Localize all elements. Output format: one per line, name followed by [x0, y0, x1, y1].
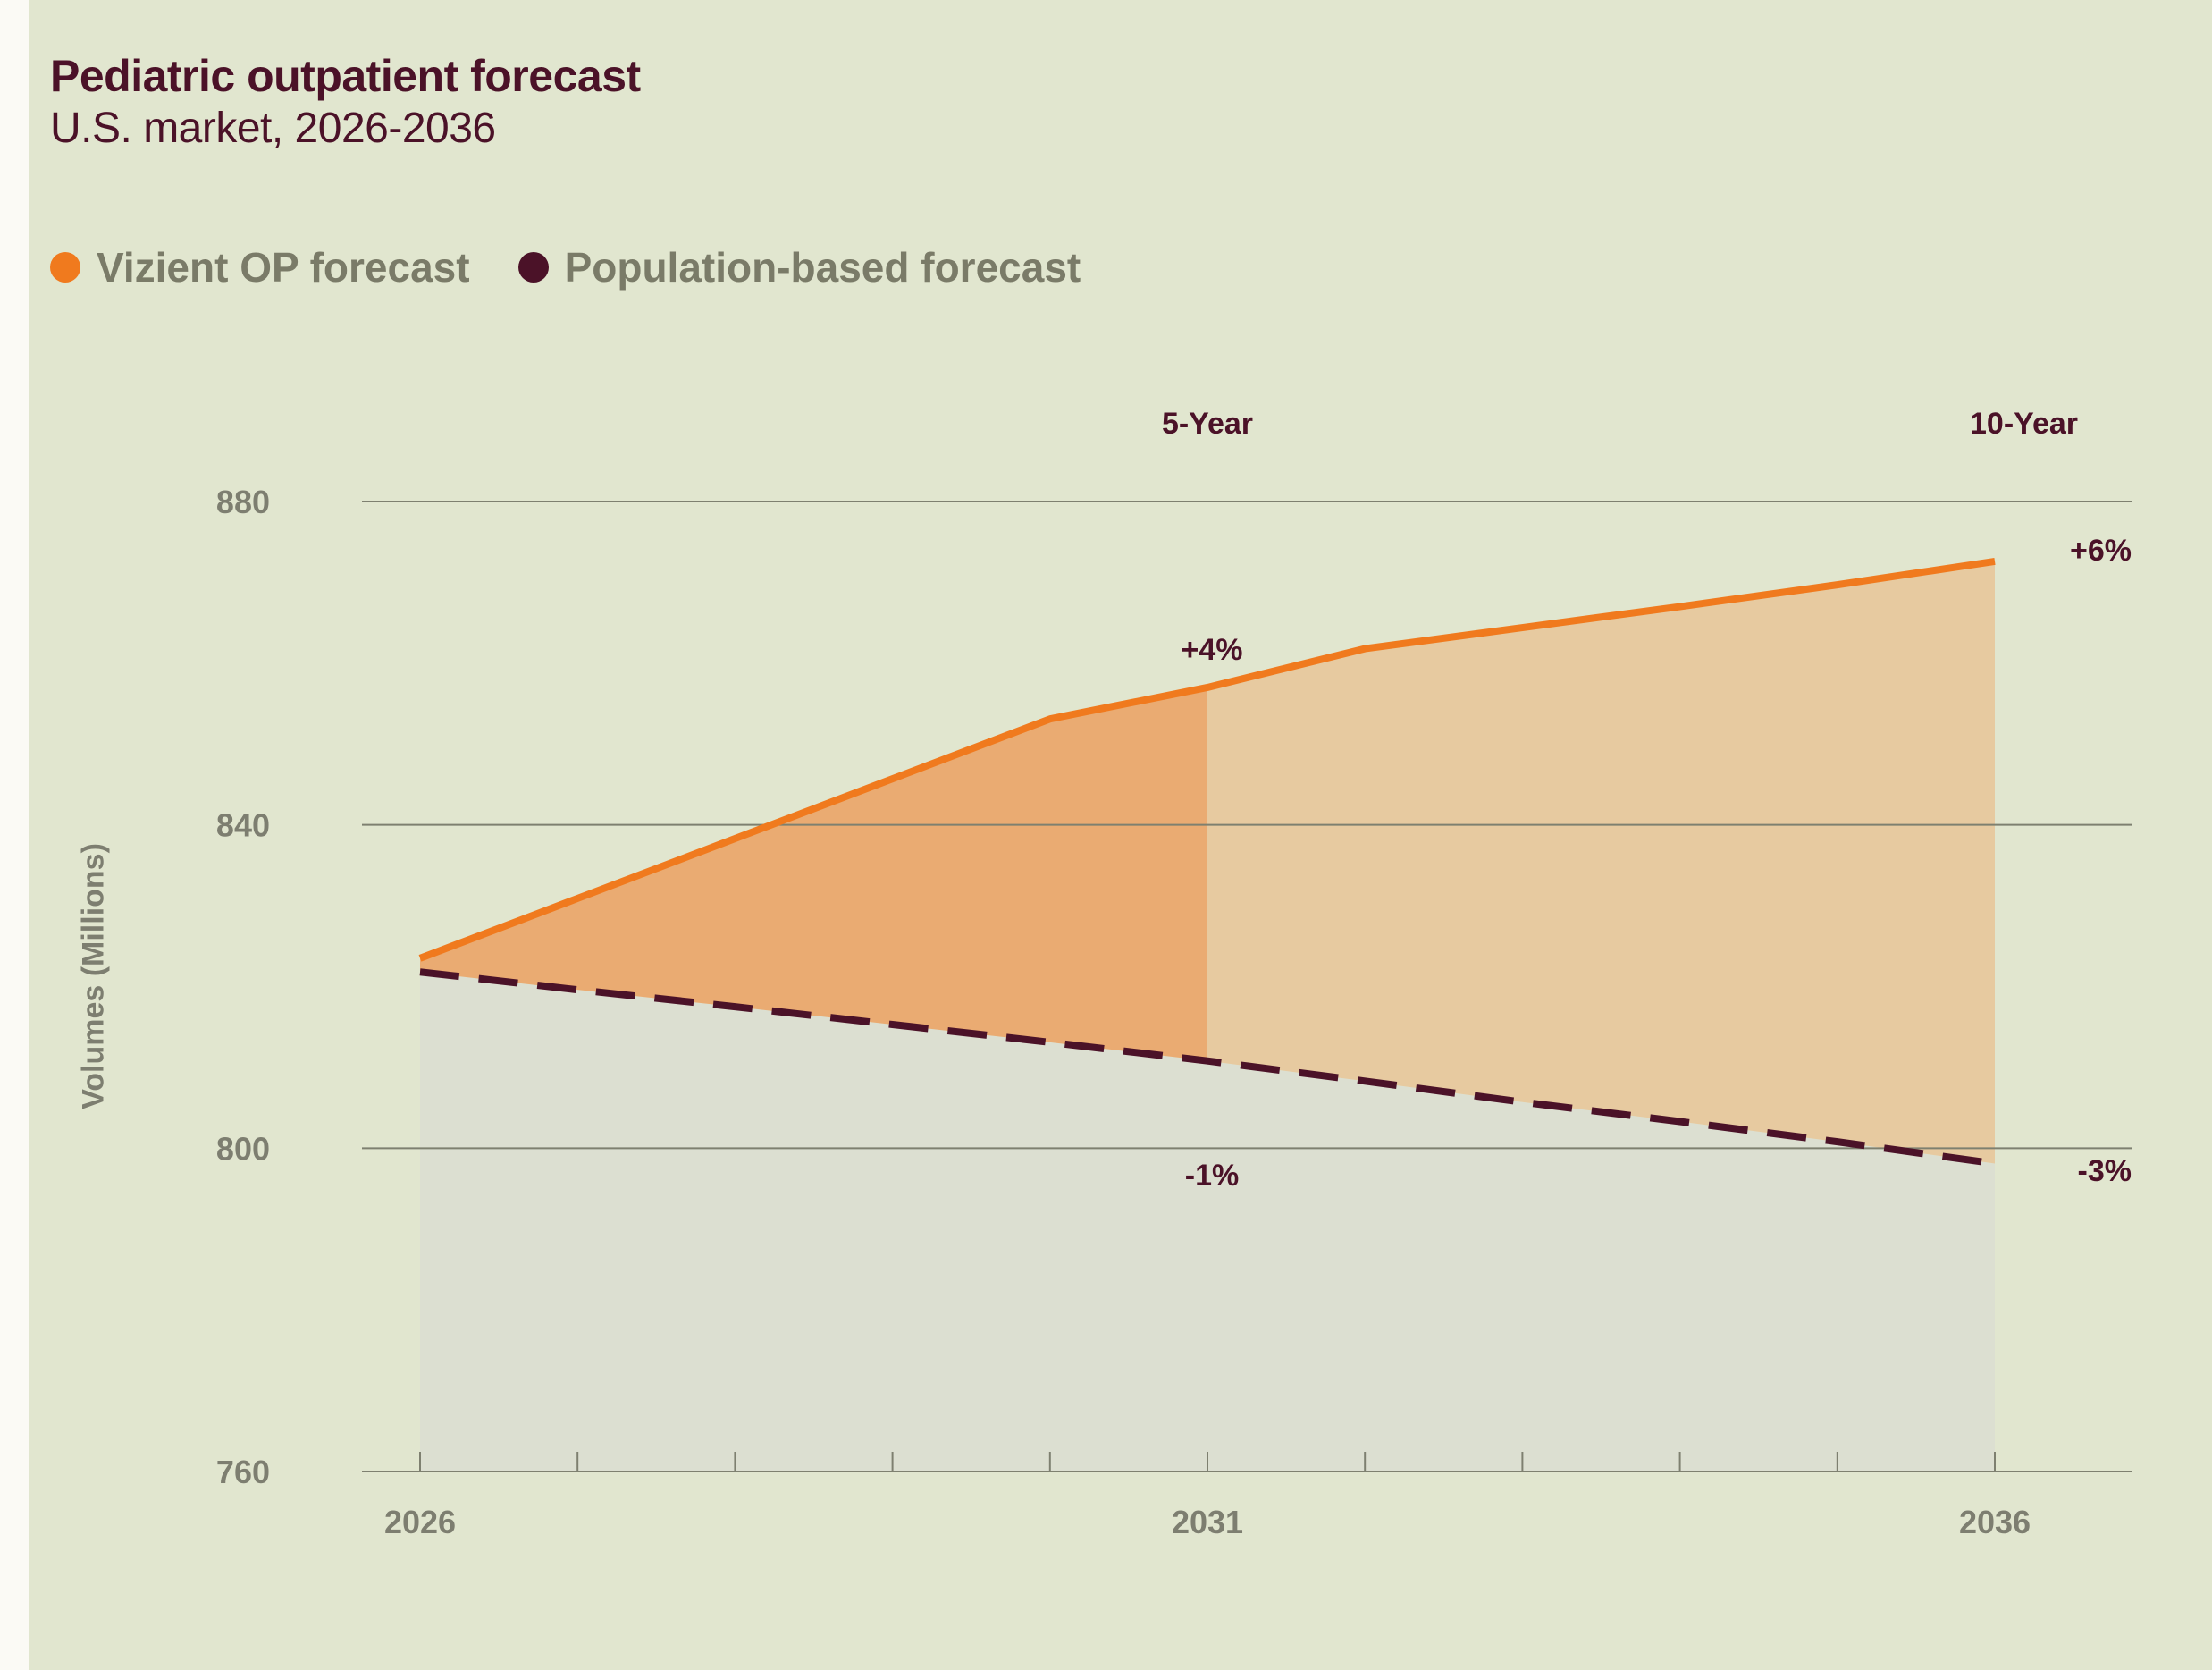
annotation-5-year-population-change: -1%	[1185, 1159, 1239, 1193]
series-line-op-forecast	[418, 557, 1996, 962]
annotation-10-year-population-change: -3%	[2078, 1154, 2132, 1188]
annotation-10-year-op-change: +6%	[2070, 534, 2132, 568]
y-tick-label-880: 880	[216, 484, 270, 520]
legend-item-op-forecast[interactable]: Vizient OP forecast	[50, 243, 470, 291]
y-tick-label-840: 840	[216, 807, 270, 844]
chart-legend: Vizient OP forecast Population-based for…	[50, 243, 1081, 291]
x-tick-label-2036: 2036	[1959, 1504, 2031, 1540]
x-tick-label-2031: 2031	[1172, 1504, 1243, 1540]
annotation-5-year-op-change: +4%	[1182, 633, 1243, 667]
period-label-5-year: 5-Year	[1162, 407, 1253, 441]
legend-item-population-forecast[interactable]: Population-based forecast	[517, 243, 1081, 291]
y-tick-label-800: 800	[216, 1130, 270, 1167]
chart-subtitle: U.S. market, 2026-2036	[50, 105, 496, 152]
y-tick-label-760: 760	[216, 1454, 270, 1490]
legend-dot-op-icon	[50, 252, 80, 283]
series-line-population-forecast	[419, 968, 1996, 1168]
x-tick-label-2026: 2026	[384, 1504, 456, 1540]
legend-label-op-forecast: Vizient OP forecast	[97, 244, 470, 291]
area-5-year-gap	[420, 687, 1207, 1061]
legend-dot-population-icon	[517, 252, 549, 283]
chart-title: Pediatric outpatient forecast	[50, 51, 641, 101]
area-under-population	[420, 972, 1995, 1472]
legend-label-population-forecast: Population-based forecast	[564, 244, 1081, 291]
period-label-10-year: 10-Year	[1970, 407, 2078, 441]
area-10-year-gap	[1207, 561, 1995, 1164]
